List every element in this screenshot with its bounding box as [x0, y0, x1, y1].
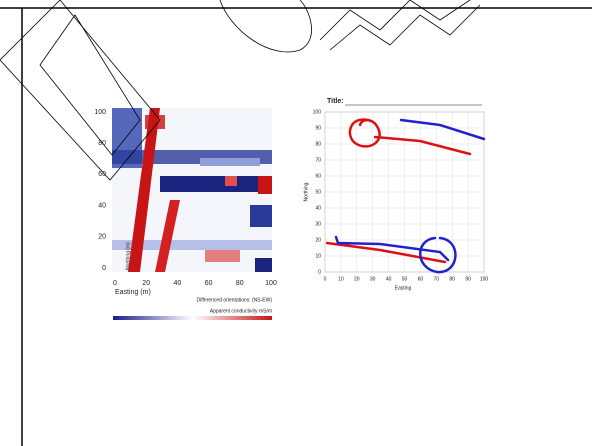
y-tick-label: 20 [98, 234, 106, 241]
x-axis-label: Easting (m) [115, 289, 151, 296]
y-tick-label: 30 [315, 221, 321, 227]
x-tick-label: 60 [205, 280, 213, 287]
y-tick-label: 60 [315, 173, 321, 179]
y-tick-label: 80 [315, 141, 321, 147]
y-tick-label: 60 [98, 171, 106, 178]
legend-text: Differenced orientations: (NS-EW) [197, 297, 273, 303]
x-tick-label: 100 [265, 280, 277, 287]
x-tick-label: 30 [370, 276, 376, 282]
x-tick-label: 0 [324, 276, 327, 282]
legend-text: Apparent conductivity mS/m [210, 308, 272, 314]
x-axis-label: Easting [395, 285, 412, 291]
x-tick-label: 20 [354, 276, 360, 282]
x-tick-label: 10 [338, 276, 344, 282]
y-tick-label: 0 [102, 265, 106, 272]
y-tick-label: 50 [315, 189, 321, 195]
color-bar [113, 316, 272, 320]
sketch [325, 118, 486, 274]
x-tick-label: 50 [402, 276, 408, 282]
x-tick-label: 20 [142, 280, 150, 287]
x-tick-label: 80 [449, 276, 455, 282]
y-tick-label: 80 [98, 140, 106, 147]
y-tick-label: 40 [315, 205, 321, 211]
y-axis-label: Northing (m) [125, 242, 131, 270]
x-tick-label: 40 [174, 280, 182, 287]
x-tick-label: 60 [418, 276, 424, 282]
y-axis-label: Northing [303, 182, 309, 201]
y-tick-label: 10 [315, 253, 321, 259]
x-tick-label: 40 [386, 276, 392, 282]
chart-title: Title: [327, 98, 344, 105]
y-tick-label: 0 [318, 269, 321, 275]
y-tick-label: 100 [94, 109, 106, 116]
heatmap [112, 108, 272, 272]
x-tick-label: 70 [434, 276, 440, 282]
y-tick-label: 40 [98, 202, 106, 209]
watermark [0, 0, 481, 181]
y-tick-label: 70 [315, 157, 321, 163]
x-tick-label: 80 [236, 280, 244, 287]
y-tick-label: 90 [315, 125, 321, 131]
x-tick-label: 90 [465, 276, 471, 282]
y-tick-label: 100 [313, 109, 322, 115]
x-tick-label: 100 [480, 276, 489, 282]
y-tick-label: 20 [315, 237, 321, 243]
x-tick-label: 0 [113, 280, 117, 287]
